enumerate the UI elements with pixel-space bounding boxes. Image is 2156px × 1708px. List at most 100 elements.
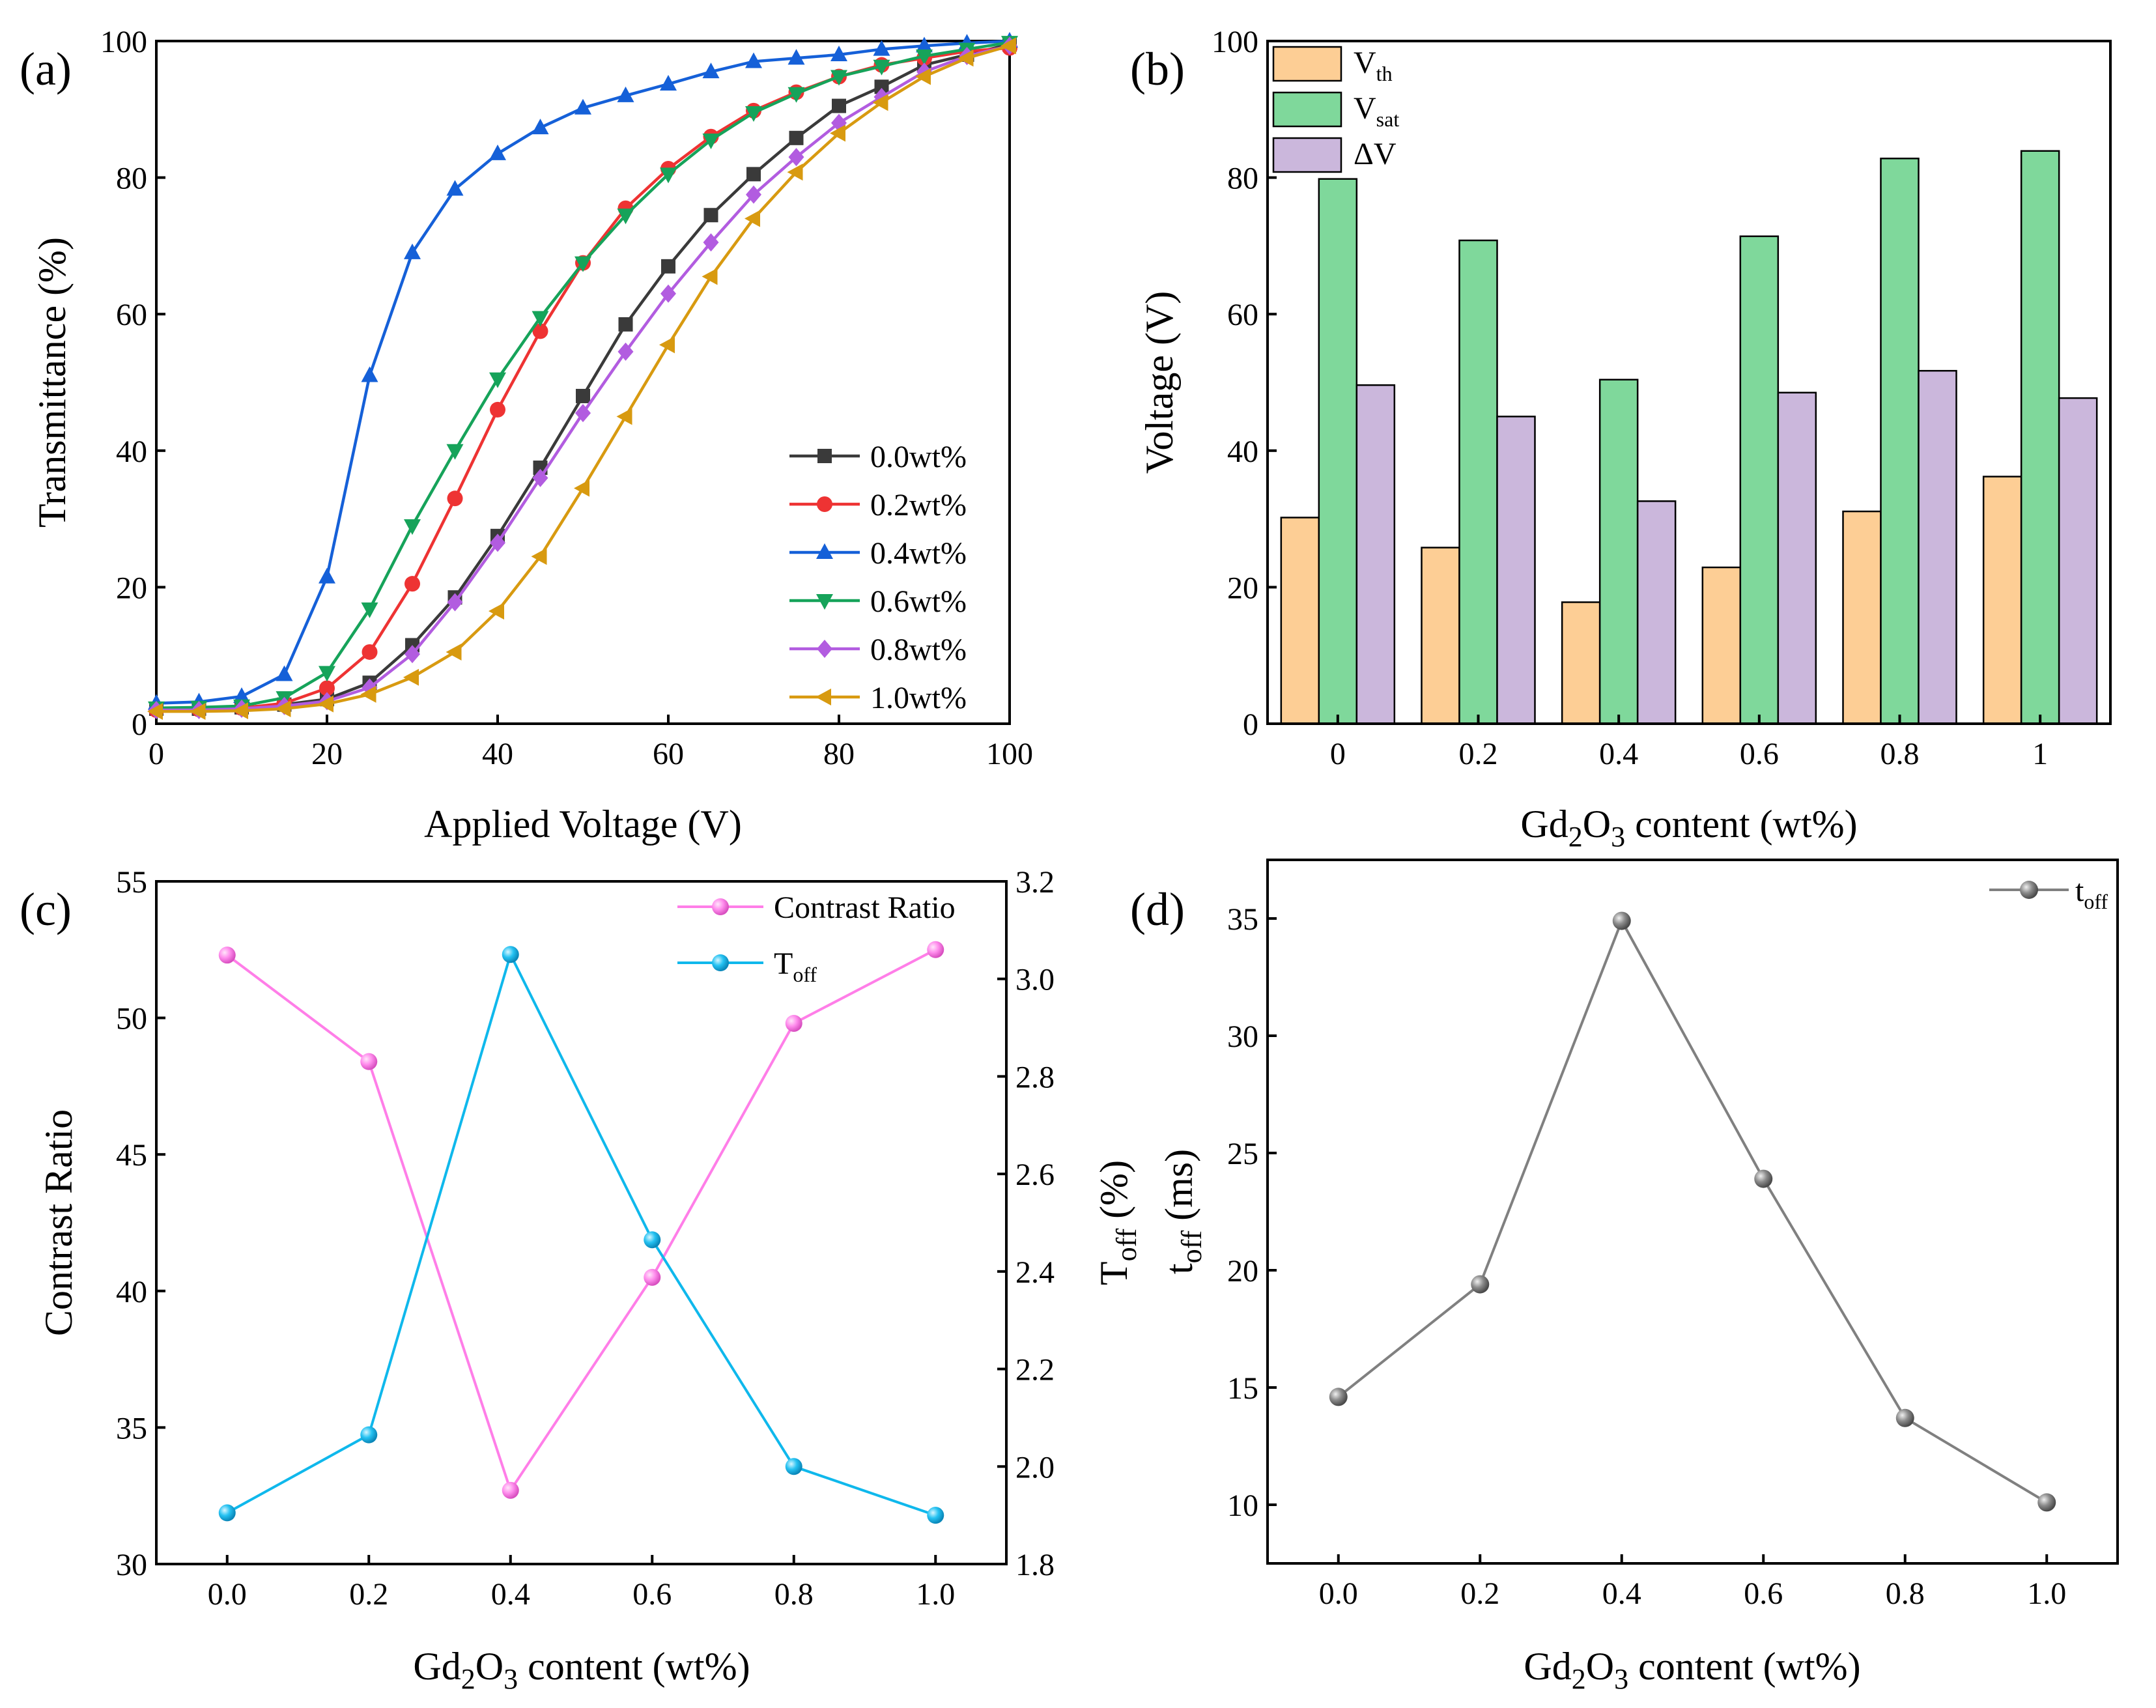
panel-b-x-tick-label: 0.8 <box>1880 737 1920 771</box>
panel-b-y-tick-label: 80 <box>1227 162 1258 196</box>
panel-d-data-point <box>1329 1388 1348 1406</box>
panel-a-series <box>147 32 1018 720</box>
panel-a-data-point <box>787 87 805 103</box>
panel-c-x-tick-label: 0.0 <box>208 1577 247 1612</box>
panel-d-x-tick-label: 0.8 <box>1886 1576 1925 1611</box>
panel-d-y-axis-label: toff (ms) <box>1157 1149 1208 1274</box>
panel-b-y-tick-label: 60 <box>1227 298 1258 332</box>
panel-d-series-line <box>1337 917 2048 1504</box>
panel-c-x-axis-label-part3: content (wt%) <box>518 1645 750 1688</box>
panel-a-y-tick-label: 100 <box>100 25 147 59</box>
panel-a-legend-marker <box>816 689 831 705</box>
panel-d-x-tick-label: 0.4 <box>1602 1576 1641 1611</box>
panel-a-data-point <box>788 148 804 167</box>
panel-b-voltage-bar-chart: (b) 0 0.2 0.4 0.6 0.8 1 0 20 40 60 80 100 Gd2O3 co… <box>1130 25 2112 853</box>
panel-b-bar <box>1777 391 1817 725</box>
panel-a-data-point <box>830 45 847 61</box>
panel-b-x-tick-label: 1 <box>2032 737 2048 771</box>
panel-b-legend-label-main: V <box>1354 91 1376 126</box>
panel-b-bar <box>1421 547 1460 725</box>
panel-a-x-axis-label: Applied Voltage (V) <box>424 803 742 846</box>
panel-a-legend-label: 0.6wt% <box>870 584 967 619</box>
panel-c-x-tick-label: 0.6 <box>632 1577 672 1612</box>
panel-a-label: (a) <box>20 43 72 95</box>
panel-a-data-point <box>702 268 718 285</box>
panel-c-series-line <box>226 950 936 1517</box>
panel-d-data-point <box>1471 1275 1490 1294</box>
panel-c-series <box>218 941 944 1524</box>
panel-a-x-tick-label: 60 <box>653 737 684 771</box>
panel-a-data-point <box>490 401 505 418</box>
panel-a-data-point <box>618 317 633 332</box>
panel-b-bar <box>1842 510 1882 725</box>
panel-d-x-axis-label: Gd2O3 content (wt%) <box>1524 1645 1860 1695</box>
panel-d-x-axis-label-sub1: 2 <box>1572 1663 1586 1695</box>
panel-a-data-point <box>318 695 333 713</box>
panel-a-y-ticks: 0 20 40 60 80 100 <box>100 25 165 742</box>
panel-b-legend-label: Vsat <box>1354 91 1399 131</box>
panel-b-x-axis-label-part3: content (wt%) <box>1625 803 1858 846</box>
panel-d-y-tick-label: 10 <box>1227 1488 1258 1523</box>
panel-a-x-tick-label: 80 <box>823 737 855 771</box>
panel-a-data-point <box>874 79 889 94</box>
panel-a-data-point <box>916 50 933 66</box>
panel-a-x-tick-label: 100 <box>986 737 1033 771</box>
panel-c-data-point <box>927 1507 944 1524</box>
panel-a-legend-marker <box>817 496 832 512</box>
panel-c-legend-marker <box>712 954 729 971</box>
panel-a-plot-frame <box>155 40 1011 725</box>
panel-a-data-point <box>404 519 421 535</box>
panel-d-legend-label: toff <box>2075 874 2108 913</box>
panel-b-bars <box>1280 150 2098 725</box>
panel-d-label: (d) <box>1130 883 1185 935</box>
panel-b-bar <box>1982 476 2022 725</box>
panel-d-data-point <box>1754 1169 1773 1188</box>
panel-c-right-y-axis-label-sub: off <box>1111 1229 1142 1262</box>
panel-d-x-axis-label-sub2: 3 <box>1614 1663 1628 1695</box>
panel-b-bar <box>1561 601 1601 725</box>
panel-b-x-axis-label-part2: O <box>1583 803 1611 846</box>
panel-a-data-point <box>787 164 803 181</box>
panel-b-legend-swatch <box>1272 91 1342 128</box>
panel-a-data-point <box>404 576 420 592</box>
panel-c-x-axis-label-part2: O <box>475 1645 504 1688</box>
panel-d-legend-label-sub: off <box>2084 890 2108 913</box>
panel-b-legend-label-main: V <box>1354 46 1376 80</box>
panel-c-legend-label: Toff <box>774 947 817 986</box>
panel-d-y-tick-label: 35 <box>1227 902 1258 937</box>
panel-b-x-axis-label-sub1: 2 <box>1568 821 1583 853</box>
panel-a-data-point <box>660 284 676 303</box>
panel-c-left-y-tick-label: 35 <box>116 1411 147 1445</box>
panel-c-left-y-tick-label: 30 <box>116 1548 147 1582</box>
panel-a-x-tick-label: 20 <box>311 737 343 771</box>
panel-a-legend-marker <box>816 543 833 559</box>
panel-c-right-y-tick-label: 2.6 <box>1015 1158 1055 1192</box>
panel-c-right-y-axis-label-main: T <box>1092 1261 1135 1285</box>
panel-b-x-axis-label: Gd2O3 content (wt%) <box>1520 803 1857 853</box>
panel-d-y-tick-label: 15 <box>1227 1371 1258 1406</box>
panel-c-right-y-ticks: 1.8 2.0 2.2 2.4 2.6 2.8 3.0 3.2 <box>997 865 1055 1582</box>
panel-d-x-tick-label: 0.2 <box>1460 1576 1499 1611</box>
panel-a-data-point <box>531 548 547 565</box>
panel-b-bar <box>1496 416 1536 725</box>
panel-d-data-point <box>1895 1408 1914 1427</box>
panel-a-legend-marker <box>816 594 833 610</box>
panel-c-right-y-tick-label: 3.0 <box>1015 963 1055 997</box>
panel-a-y-tick-label: 80 <box>116 162 147 196</box>
panel-a-data-point <box>489 603 504 620</box>
panel-a-data-point <box>745 52 762 68</box>
panel-c-left-y-tick-label: 55 <box>116 865 147 900</box>
panel-c-x-tick-label: 0.2 <box>349 1577 388 1612</box>
panel-c-data-point <box>360 1053 378 1070</box>
panel-d-legend-marker <box>2020 881 2038 899</box>
panel-a-legend-label: 0.2wt% <box>870 488 967 522</box>
panel-c-legend-label-main: Contrast Ratio <box>774 890 956 925</box>
panel-c-x-ticks: 0.0 0.2 0.4 0.6 0.8 1.0 <box>208 1555 955 1612</box>
panel-a-y-tick-label: 20 <box>116 571 147 605</box>
panel-d-x-tick-label: 1.0 <box>2027 1576 2066 1611</box>
panel-c-left-y-tick-label: 45 <box>116 1138 147 1173</box>
panel-d-x-tick-label: 0.0 <box>1319 1576 1358 1611</box>
panel-b-legend-label-sub: th <box>1376 62 1393 85</box>
panel-a-data-point <box>830 124 845 142</box>
panel-c-left-y-tick-label: 50 <box>116 1002 147 1036</box>
